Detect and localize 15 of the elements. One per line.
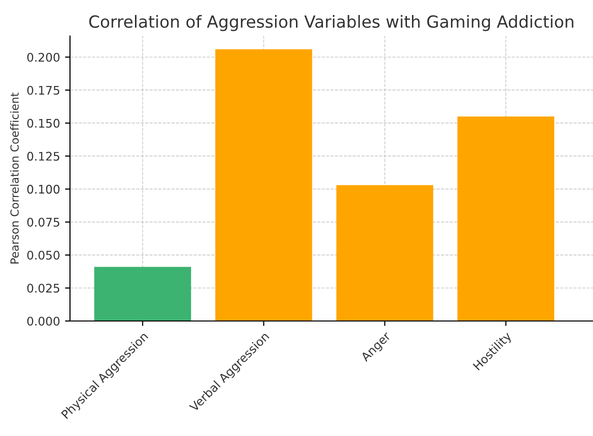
y-tick-label: 0.175: [27, 86, 60, 95]
y-tick-label: 0.125: [27, 152, 60, 161]
y-tick-label: 0.025: [27, 284, 60, 293]
y-tick-label: 0.150: [27, 118, 60, 128]
y-axis-title: Pearson Correlation Coefficient: [10, 92, 19, 264]
y-tick-label: 0.050: [27, 250, 60, 260]
y-tick-label: 0.000: [27, 316, 60, 326]
bar: [94, 266, 192, 321]
bar: [215, 49, 312, 321]
y-tick-label: 0.200: [27, 52, 60, 62]
bar: [457, 116, 554, 321]
y-tick-label: 0.075: [27, 218, 60, 227]
chart-title: Correlation of Aggression Variables with Gaming Addiction: [89, 15, 574, 32]
y-tick-label: 0.100: [27, 184, 60, 194]
bar: [336, 185, 434, 321]
